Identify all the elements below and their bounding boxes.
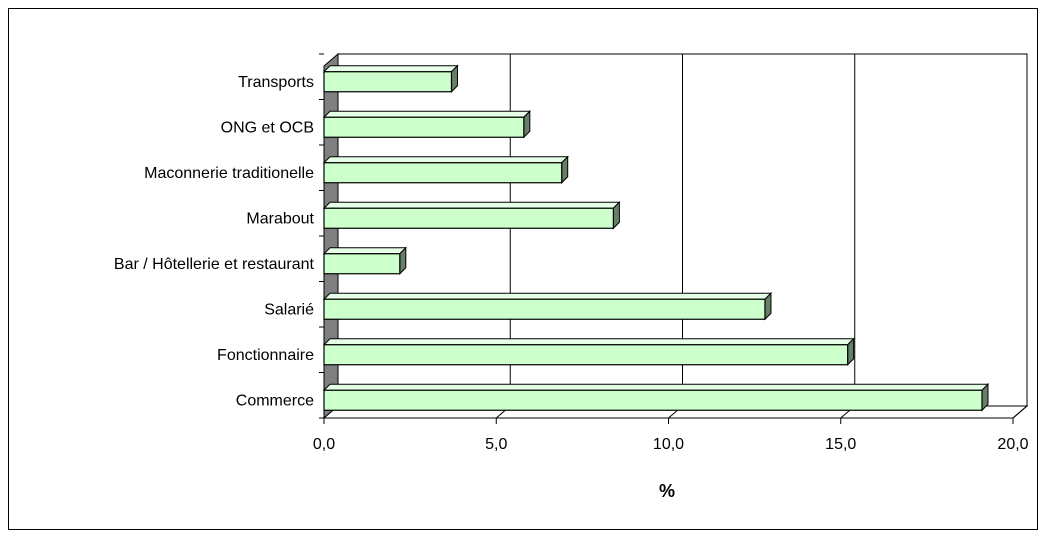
bar-top [322,156,569,164]
bar [322,155,569,184]
category-label: Bar / Hôtellerie et restaurant [114,256,315,273]
category-label: Maconnerie traditionelle [144,165,314,182]
bar-top [322,292,773,300]
floor-line [1012,405,1028,419]
x-tick-label: 15,0 [825,436,856,453]
category-label: Fonctionnaire [217,347,314,364]
bar-front [323,298,766,320]
bar [322,383,990,412]
bar [322,201,621,230]
bar-top [322,383,990,391]
bar-front [323,116,525,138]
x-tick-label: 0,0 [313,436,335,453]
x-tick-label: 20,0 [997,436,1028,453]
bar [322,246,407,275]
x-axis-title: % [659,481,675,501]
bar-front [323,71,453,93]
category-label: Salarié [264,301,314,318]
category-label: Marabout [246,210,314,227]
bar-top [322,247,407,255]
x-tick-label: 10,0 [653,436,684,453]
x-tick-labels: 0,0 5,0 10,0 15,0 20,0 [313,436,1029,453]
bar-top [322,338,855,346]
bar-front [323,389,983,411]
category-label: Transports [238,74,314,91]
bar-top [322,65,459,73]
category-label: ONG et OCB [221,119,314,136]
bar-front [323,162,563,184]
bar-top [322,201,621,209]
category-label: Commerce [236,392,314,409]
bar-top [322,110,532,118]
bar [322,64,459,93]
category-labels: Commerce Fonctionnaire Salarié Bar / Hôtell… [114,74,315,410]
bar-front [323,344,849,366]
bar-front [323,253,401,275]
bar [322,292,773,321]
bar-front [323,207,614,229]
bar [322,110,532,139]
bar [322,337,855,366]
x-tick-label: 5,0 [485,436,507,453]
bars [322,64,990,412]
